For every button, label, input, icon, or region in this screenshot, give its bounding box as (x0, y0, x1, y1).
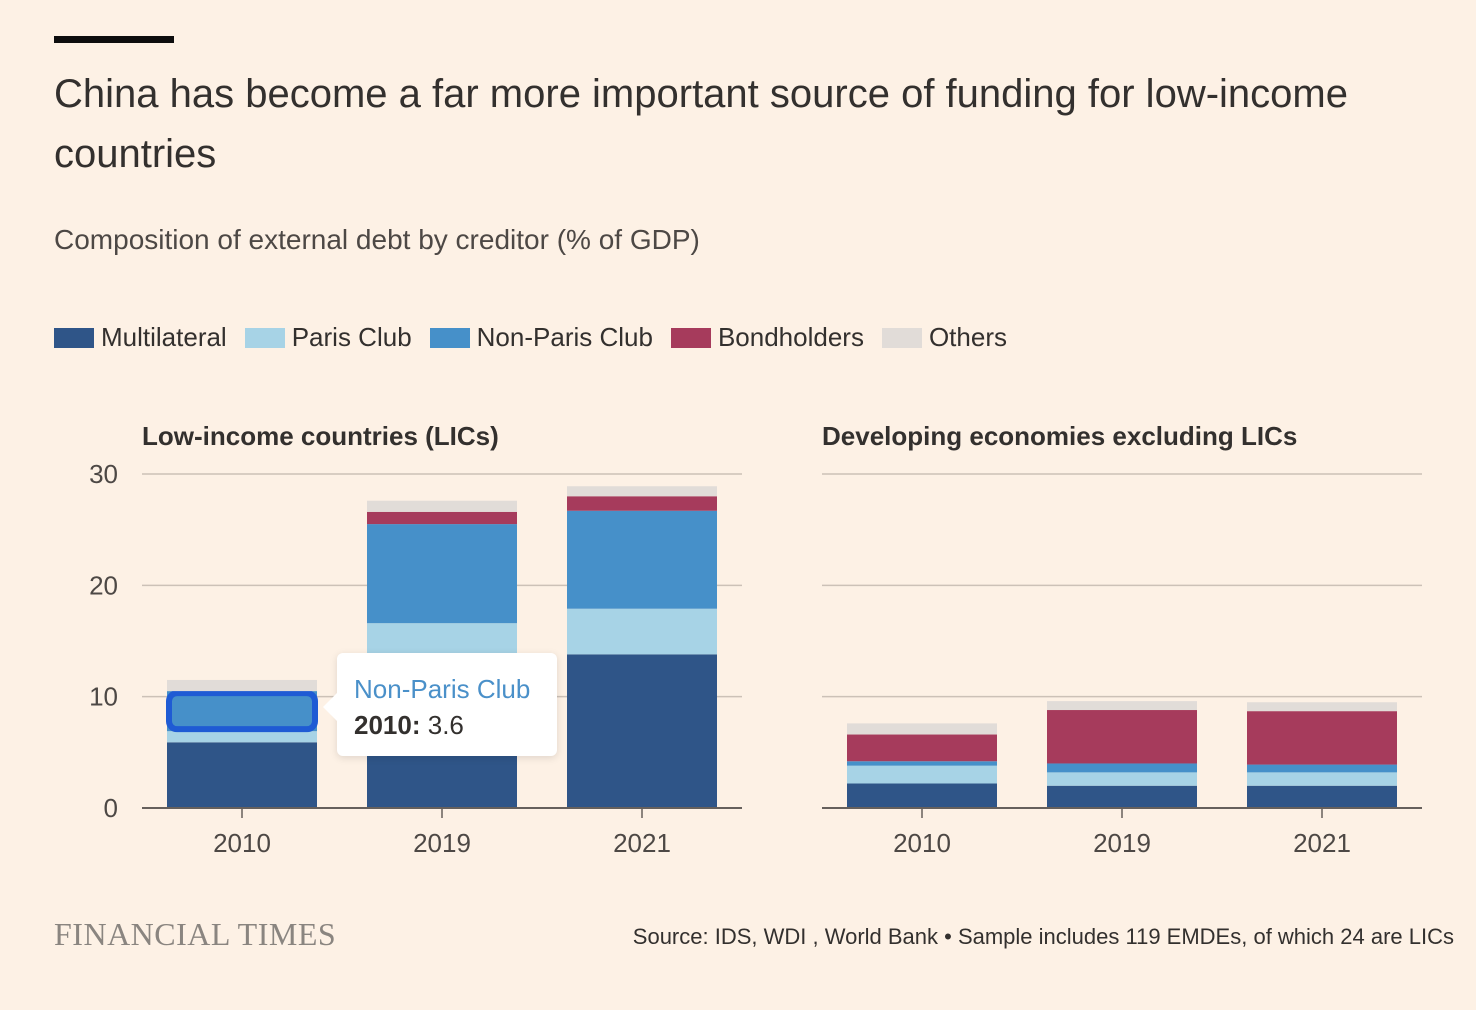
tooltip-value-line: 2010: 3.6 (354, 705, 557, 745)
bar-non-paris-club-2021 (567, 510, 717, 609)
legend-label: Non-Paris Club (476, 322, 653, 352)
bar-bondholders-2021 (567, 496, 717, 511)
legend-swatch (881, 327, 922, 348)
bar-paris-club-2021 (567, 608, 717, 655)
panel-title: Developing economies excluding LICs (822, 421, 1297, 451)
bar-non-paris-club-2021 (1247, 764, 1397, 773)
bar-multilateral-2010 (847, 783, 997, 808)
y-tick-label: 30 (89, 459, 118, 489)
legend-label: Others (928, 322, 1007, 352)
bar-bondholders-2019 (1047, 710, 1197, 764)
legend: Multilateral Paris Club Non-Paris Club B… (54, 322, 1025, 353)
bar-bondholders-2021 (1247, 711, 1397, 765)
bar-multilateral-2021 (567, 654, 717, 808)
bar-others-2021 (567, 486, 717, 497)
legend-item-others[interactable]: Others (881, 322, 1007, 353)
bar-non-paris-club-2010 (847, 761, 997, 766)
chart-subtitle: Composition of external debt by creditor… (54, 224, 700, 255)
bar-non-paris-club-2010 (167, 691, 317, 732)
chart-title: China has become a far more important so… (54, 72, 1348, 176)
source-note: Source: IDS, WDI , World Bank • Sample i… (632, 924, 1454, 949)
x-tick-label: 2019 (1093, 828, 1151, 858)
x-tick-label: 2021 (1293, 828, 1351, 858)
legend-item-multilateral[interactable]: Multilateral (54, 322, 227, 353)
legend-label: Bondholders (717, 322, 864, 352)
legend-item-paris-club[interactable]: Paris Club (244, 322, 412, 353)
panel-title: Low-income countries (LICs) (142, 421, 499, 451)
y-tick-label: 0 (104, 793, 118, 823)
x-tick-label: 2019 (413, 828, 471, 858)
legend-item-bondholders[interactable]: Bondholders (670, 322, 864, 353)
tooltip: Non-Paris Club 2010: 3.6 (323, 653, 557, 756)
bar-non-paris-club-2019 (1047, 763, 1197, 773)
stacked-bar-charts: Low-income countries (LICs) 0 10 20 30 2010 20… (89, 421, 1422, 858)
legend-swatch (54, 327, 94, 348)
bar-others-2010 (167, 679, 317, 692)
bar-others-2021 (1247, 702, 1397, 712)
legend-item-non-paris-club[interactable]: Non-Paris Club (429, 322, 653, 353)
x-tick-label: 2010 (893, 828, 951, 858)
bar-highlight-outline (166, 690, 318, 733)
bar-non-paris-club-2019 (367, 524, 517, 624)
legend-swatch (670, 327, 711, 348)
bar-others-2019 (1047, 701, 1197, 711)
bar-others-2019 (367, 500, 517, 512)
bar-multilateral-2019 (1047, 785, 1197, 808)
legend-swatch (429, 327, 470, 348)
legend-label: Paris Club (291, 322, 412, 352)
y-tick-label: 20 (89, 570, 118, 600)
tooltip-year: 2010: (354, 710, 421, 740)
ft-logo: FINANCIAL TIMES (54, 916, 337, 952)
tooltip-series: Non-Paris Club (354, 674, 531, 704)
bar-multilateral-2010 (167, 742, 317, 808)
bar-bondholders-2010 (847, 734, 997, 762)
bar-others-2010 (847, 723, 997, 735)
bar-paris-club-2010 (167, 731, 317, 743)
bar-paris-club-2021 (1247, 772, 1397, 786)
bar-paris-club-2019 (1047, 772, 1197, 786)
bar-bondholders-2019 (367, 511, 517, 525)
x-tick-label: 2021 (613, 828, 671, 858)
y-tick-label: 10 (89, 682, 118, 712)
legend-swatch (244, 327, 285, 348)
bar-paris-club-2010 (847, 765, 997, 784)
legend-label: Multilateral (101, 322, 227, 352)
top-rule (54, 36, 174, 43)
tooltip-value: 3.6 (427, 710, 464, 740)
bar-multilateral-2021 (1247, 785, 1397, 808)
x-tick-label: 2010 (213, 828, 271, 858)
